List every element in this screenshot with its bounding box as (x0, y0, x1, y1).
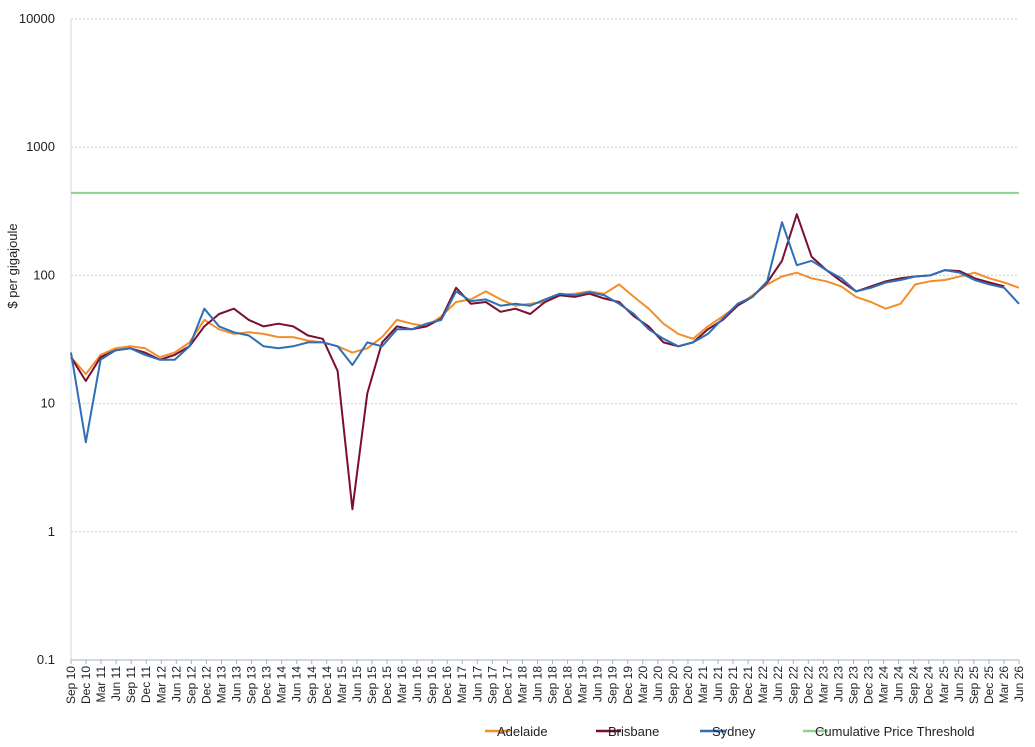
x-tick-label: Jun 16 (410, 666, 424, 702)
x-tick-label: Jun 26 (1012, 666, 1026, 702)
x-tick-label: Mar 15 (335, 666, 349, 704)
x-tick-label: Sep 12 (184, 666, 198, 704)
legend-label: Brisbane (608, 724, 659, 739)
axis-layer (70, 19, 1019, 661)
x-tick-label: Dec 21 (741, 666, 755, 704)
x-tick-label: Sep 25 (967, 666, 981, 704)
x-tick-label: Jun 20 (651, 666, 665, 702)
x-tick-label: Jun 12 (169, 666, 183, 702)
x-tick-label: Mar 12 (154, 666, 168, 704)
y-tick-label: 1000 (26, 139, 55, 154)
x-tick-label: Dec 18 (561, 666, 575, 704)
x-tick-label: Jun 11 (109, 666, 123, 701)
x-tick-label: Dec 22 (801, 666, 815, 704)
x-tick-label: Sep 21 (726, 666, 740, 704)
series-line-1 (70, 271, 1020, 376)
x-tick-label: Sep 24 (907, 666, 921, 704)
y-tick-label: 1 (48, 524, 55, 539)
x-tick-label: Dec 24 (922, 666, 936, 704)
series-line-3 (70, 221, 1020, 444)
x-tick-label: Jun 21 (711, 666, 725, 702)
x-tick-label: Dec 12 (199, 666, 213, 704)
x-tick-label: Jun 14 (290, 666, 304, 702)
x-tick-label: Dec 15 (380, 666, 394, 704)
y-tick-label: 10 (41, 396, 55, 411)
x-tick-label: Dec 10 (79, 666, 93, 704)
x-tick-label: Dec 25 (982, 666, 996, 704)
x-tick-label: Sep 16 (425, 666, 439, 704)
x-tick-label: Sep 15 (365, 666, 379, 704)
x-tick-label: Jun 19 (591, 666, 605, 702)
x-tick-label: Mar 23 (816, 666, 830, 704)
x-tick-label: Dec 19 (621, 666, 635, 704)
x-tick-label: Dec 23 (862, 666, 876, 704)
legend-label: Cumulative Price Threshold (815, 724, 974, 739)
legend: Adelaide Brisbane Sydney Cumulative Price T… (485, 724, 974, 739)
x-tick-label: Sep 18 (546, 666, 560, 704)
x-tick-label: Jun 23 (831, 666, 845, 702)
x-tick-label: Dec 13 (260, 666, 274, 704)
x-tick-label: Dec 17 (500, 666, 514, 704)
x-tick-label: Sep 14 (305, 666, 319, 704)
grid-layer (71, 18, 1019, 533)
x-tick-label: Sep 19 (606, 666, 620, 704)
x-tick-label: Mar 18 (515, 666, 529, 704)
x-tick-label: Dec 11 (139, 666, 153, 703)
x-tick-label: Sep 13 (245, 666, 259, 704)
x-tick-label: Mar 25 (937, 666, 951, 704)
legend-label: Sydney (712, 724, 756, 739)
x-tick-label: Mar 19 (576, 666, 590, 704)
x-tick-label: Sep 20 (666, 666, 680, 704)
x-tick-label: Mar 17 (455, 666, 469, 704)
x-tick-label: Mar 20 (636, 666, 650, 704)
x-tick-label: Mar 26 (997, 666, 1011, 704)
x-tick-label: Sep 17 (485, 666, 499, 704)
x-tick-label: Jun 25 (952, 666, 966, 702)
x-tick-label: Mar 13 (214, 666, 228, 704)
x-tick-label: Mar 16 (395, 666, 409, 704)
x-tick-label: Jun 13 (230, 666, 244, 702)
x-tick-label: Dec 20 (681, 666, 695, 704)
x-tick-label: Mar 21 (696, 666, 710, 704)
x-tick-labels: Sep 10 Dec 10 Mar 11 Jun 11 Sep 11 Dec 11 Mar … (64, 660, 1026, 704)
legend-label: Adelaide (497, 724, 548, 739)
x-tick-label: Mar 11 (94, 666, 108, 703)
x-tick-label: Sep 10 (64, 666, 78, 704)
y-tick-label: 0.1 (37, 652, 55, 667)
x-tick-label: Mar 14 (275, 666, 289, 704)
y-tick-labels: 0.1 1 10 100 1000 10000 (19, 11, 55, 667)
series-line-2 (70, 213, 1005, 511)
x-tick-label: Jun 17 (470, 666, 484, 702)
x-tick-label: Sep 23 (846, 666, 860, 704)
x-tick-label: Dec 16 (440, 666, 454, 704)
x-tick-label: Jun 24 (892, 666, 906, 702)
x-tick-label: Sep 11 (124, 666, 138, 703)
x-tick-label: Jun 22 (771, 666, 785, 702)
series-layer (70, 191, 1020, 511)
x-tick-label: Mar 22 (756, 666, 770, 704)
x-tick-label: Sep 22 (786, 666, 800, 704)
x-tick-label: Mar 24 (877, 666, 891, 704)
y-tick-label: 100 (33, 267, 55, 282)
y-axis-label: $ per gigajoule (5, 223, 20, 308)
y-tick-label: 10000 (19, 11, 55, 26)
x-tick-label: Dec 14 (320, 666, 334, 704)
x-tick-label: Jun 15 (350, 666, 364, 702)
x-tick-label: Jun 18 (530, 666, 544, 702)
